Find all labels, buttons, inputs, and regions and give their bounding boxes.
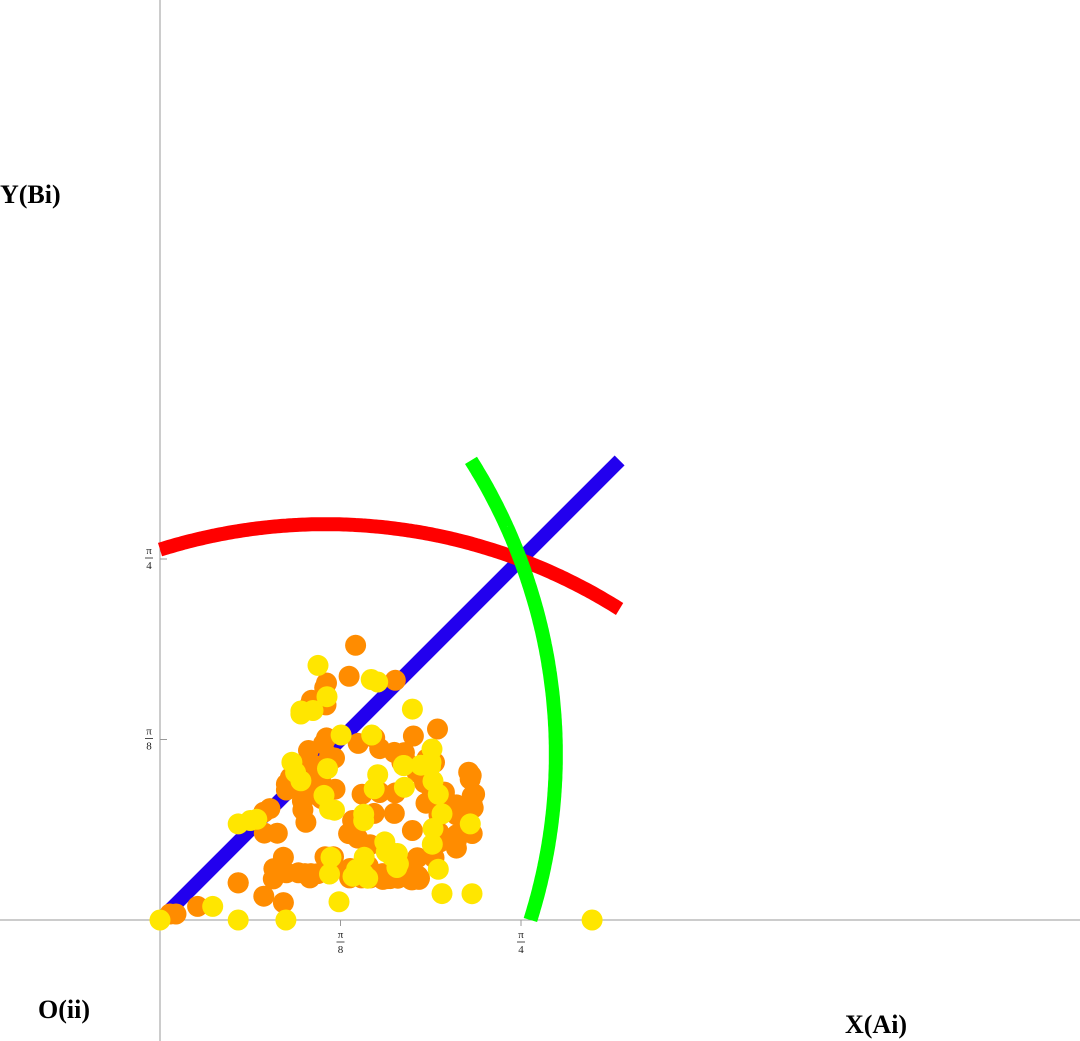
curve-0 xyxy=(155,455,625,925)
y-axis-label: Y(Bi) xyxy=(0,180,61,209)
point-s1-55 xyxy=(431,883,453,905)
x-tick-denominator-1: 4 xyxy=(518,944,524,956)
point-s1-19 xyxy=(320,846,342,868)
point-s0-128 xyxy=(461,793,483,815)
point-s1-6 xyxy=(275,909,297,931)
origin-label: O(ii) xyxy=(38,995,90,1024)
point-s1-27 xyxy=(361,724,383,746)
x-tick-denominator-0: 8 xyxy=(338,944,344,956)
tick-labels: π 8 π 4 π 8 π 4 xyxy=(145,545,525,956)
point-s1-54 xyxy=(431,803,453,825)
point-s1-18 xyxy=(319,863,340,885)
point-s0-100 xyxy=(406,847,428,869)
point-s1-43 xyxy=(393,755,415,776)
point-s0-83 xyxy=(383,802,405,824)
point-s1-53 xyxy=(427,858,449,880)
point-s1-5 xyxy=(246,808,268,830)
y-tick-denominator-0: 8 xyxy=(146,741,152,753)
point-s0-2 xyxy=(187,895,209,917)
scatter-points xyxy=(149,634,603,931)
point-s1-0 xyxy=(149,909,171,931)
point-s1-58 xyxy=(581,909,603,931)
point-s1-57 xyxy=(461,883,483,905)
x-tick-numerator-0: π xyxy=(338,929,344,941)
point-s1-25 xyxy=(353,846,375,868)
point-s1-44 xyxy=(401,698,423,720)
point-s0-41 xyxy=(299,867,321,889)
point-s0-104 xyxy=(409,867,430,889)
point-s0-110 xyxy=(427,718,448,740)
point-s1-20 xyxy=(324,799,345,821)
point-s1-42 xyxy=(393,776,415,798)
curve-1 xyxy=(157,517,624,615)
point-s1-22 xyxy=(330,724,352,746)
point-s1-29 xyxy=(360,669,382,690)
point-s1-1 xyxy=(202,895,224,917)
point-s1-13 xyxy=(307,654,329,676)
point-s1-40 xyxy=(387,853,409,875)
point-s1-14 xyxy=(316,686,338,708)
point-s1-56 xyxy=(459,813,481,835)
point-s1-2 xyxy=(227,909,249,931)
y-tick-numerator-1: π xyxy=(146,545,152,557)
point-s0-5 xyxy=(253,885,275,907)
point-s0-8 xyxy=(272,892,294,914)
point-s1-52 xyxy=(427,783,449,805)
point-s0-61 xyxy=(345,634,367,656)
point-s1-49 xyxy=(421,833,443,855)
curve-2 xyxy=(465,456,563,923)
point-s0-1 xyxy=(165,903,187,925)
curves xyxy=(155,455,625,925)
point-s1-11 xyxy=(290,770,312,792)
point-s0-81 xyxy=(384,669,406,691)
point-s0-99 xyxy=(401,820,423,841)
x-axis-label: X(Ai) xyxy=(845,1010,908,1039)
point-s1-33 xyxy=(367,764,389,786)
point-s1-12 xyxy=(302,700,324,721)
x-tick-numerator-1: π xyxy=(518,929,524,941)
point-s0-124 xyxy=(460,765,482,786)
y-tick-numerator-0: π xyxy=(146,726,152,738)
point-s1-21 xyxy=(328,891,350,913)
y-tick-denominator-1: 4 xyxy=(146,560,152,572)
point-s1-59 xyxy=(342,865,364,887)
point-s1-31 xyxy=(353,810,375,832)
point-s0-60 xyxy=(338,665,360,687)
point-s0-4 xyxy=(227,872,249,894)
point-s1-16 xyxy=(317,758,338,780)
point-s0-96 xyxy=(402,725,424,747)
point-s0-23 xyxy=(295,811,317,833)
point-s1-48 xyxy=(421,738,443,760)
